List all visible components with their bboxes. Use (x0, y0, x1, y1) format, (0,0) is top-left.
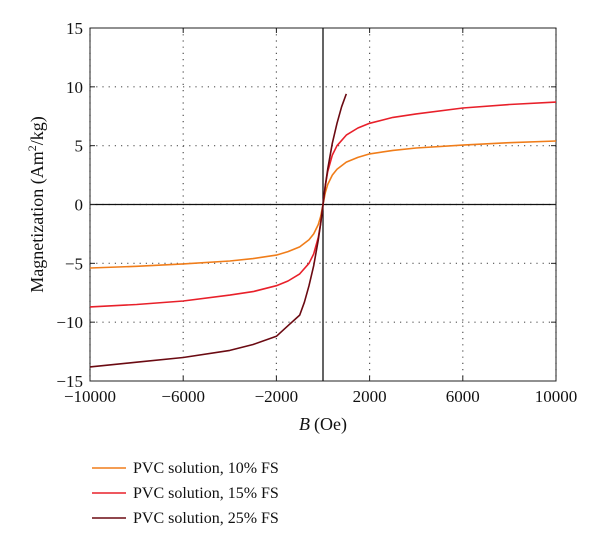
legend-label-1: PVC solution, 10% FS (133, 460, 279, 477)
x-axis-variable: B (299, 414, 310, 434)
series-line-3 (89, 93, 348, 368)
x-tick-label-2: −2000 (255, 387, 299, 406)
x-tick-label-5: 10000 (535, 387, 578, 406)
tick-marks (89, 27, 557, 382)
legend-label-3: PVC solution, 25% FS (133, 510, 279, 527)
tick-labels: −10000 −6000 −2000 2000 6000 10000 −15 −10 −5 0 5 1… (56, 19, 577, 406)
y-axis-label-main: Magnetization (Am (27, 151, 48, 292)
y-tick-label-0: −15 (56, 372, 83, 391)
y-axis-label-unit: /kg) (27, 116, 48, 145)
series-lines (89, 93, 557, 368)
y-tick-label-1: −10 (56, 313, 83, 332)
x-axis-unit: (Oe) (314, 414, 347, 435)
y-tick-label-2: −5 (65, 254, 83, 273)
x-tick-label-4: 6000 (446, 387, 480, 406)
x-tick-label-3: 2000 (353, 387, 387, 406)
x-axis-label: B (Oe) (299, 414, 347, 435)
legend-label-2: PVC solution, 15% FS (133, 485, 279, 502)
y-axis-label: Magnetization (Am2/kg) (25, 116, 48, 292)
y-tick-label-4: 5 (75, 137, 84, 156)
x-tick-label-0: −10000 (64, 387, 116, 406)
y-tick-label-5: 10 (66, 78, 83, 97)
legend: PVC solution, 10% FS PVC solution, 15% FS… (92, 460, 279, 527)
y-tick-label-6: 15 (66, 19, 83, 38)
y-axis-label-superscript: 2 (25, 145, 39, 151)
x-tick-label-1: −6000 (161, 387, 205, 406)
y-tick-label-3: 0 (75, 196, 84, 215)
